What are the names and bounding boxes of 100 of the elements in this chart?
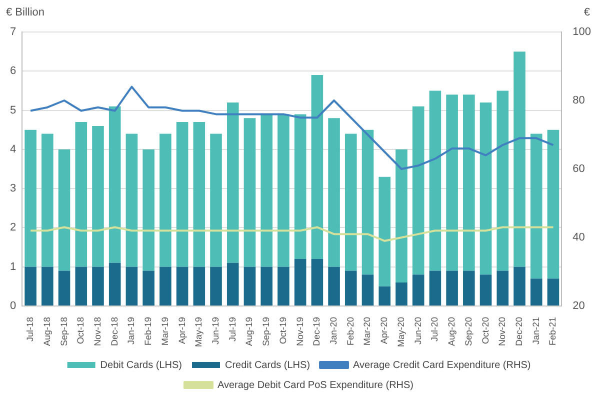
bar bbox=[108, 262, 121, 306]
y2-tick-label: 40 bbox=[572, 232, 585, 244]
y2-tick-label: 100 bbox=[572, 26, 592, 38]
y-tick-label: 7 bbox=[10, 26, 16, 38]
bar bbox=[226, 262, 239, 306]
x-tick-label: Feb-20 bbox=[345, 316, 356, 346]
bar bbox=[126, 134, 138, 267]
y2-tick-label: 80 bbox=[572, 94, 585, 107]
x-tick-label: Oct-20 bbox=[480, 316, 490, 344]
x-tick-label: Sep-19 bbox=[261, 316, 272, 346]
bar bbox=[160, 266, 172, 306]
bar bbox=[378, 286, 391, 306]
bar bbox=[463, 270, 475, 306]
bar bbox=[92, 266, 104, 306]
bar bbox=[446, 270, 458, 306]
bar bbox=[396, 149, 408, 283]
bar bbox=[42, 266, 54, 306]
bar bbox=[142, 270, 154, 306]
bar bbox=[126, 266, 138, 306]
x-tick-label: Jul-18 bbox=[25, 316, 36, 342]
bar bbox=[260, 266, 272, 306]
bar bbox=[260, 114, 272, 267]
bar bbox=[530, 134, 542, 279]
bar bbox=[429, 270, 442, 306]
bar bbox=[412, 274, 424, 306]
bar bbox=[24, 266, 36, 306]
x-tick-label: Apr-19 bbox=[176, 316, 187, 344]
x-tick-label: Jul-19 bbox=[227, 316, 238, 342]
bar bbox=[344, 134, 357, 271]
x-tick-label: Jul-20 bbox=[430, 316, 440, 342]
bar bbox=[142, 149, 154, 271]
legend-label: Average Credit Card Expenditure (RHS) bbox=[353, 360, 531, 371]
legend-label: Credit Cards (LHS) bbox=[225, 360, 310, 371]
x-tick-label: Oct-18 bbox=[76, 316, 86, 344]
bar bbox=[311, 75, 324, 260]
bar bbox=[344, 270, 357, 306]
bar bbox=[58, 149, 70, 271]
x-tick-label: Dec-18 bbox=[109, 316, 120, 346]
x-tick-label: Jun-20 bbox=[412, 316, 423, 345]
bar bbox=[446, 94, 458, 271]
bar bbox=[176, 266, 188, 306]
y-tick-label: 1 bbox=[10, 260, 16, 273]
bar bbox=[378, 176, 391, 286]
legend-label: Average Debit Card PoS Expenditure (RHS) bbox=[217, 380, 414, 391]
bar bbox=[75, 266, 88, 306]
x-tick-label: Mar-19 bbox=[160, 316, 170, 346]
bar bbox=[244, 118, 256, 267]
bar bbox=[547, 278, 560, 306]
x-tick-label: Aug-19 bbox=[244, 316, 254, 346]
y-tick-label: 6 bbox=[10, 65, 16, 78]
x-tick-label: Jan-21 bbox=[530, 316, 541, 345]
bar bbox=[294, 114, 306, 260]
bar bbox=[328, 266, 340, 306]
bar bbox=[210, 134, 222, 267]
x-tick-label: Nov-18 bbox=[92, 316, 102, 346]
bar bbox=[278, 114, 290, 267]
bar bbox=[176, 122, 188, 267]
bar bbox=[547, 130, 560, 279]
bar bbox=[514, 266, 526, 306]
y-tick-label: 2 bbox=[10, 222, 16, 234]
x-tick-label: Feb-21 bbox=[548, 316, 558, 346]
y-tick-label: 4 bbox=[10, 143, 16, 156]
bar bbox=[429, 90, 442, 271]
x-tick-label: Jan-19 bbox=[126, 316, 136, 345]
legend-label: Debit Cards (LHS) bbox=[100, 360, 182, 371]
bar bbox=[530, 278, 542, 306]
x-tick-label: Feb-19 bbox=[143, 316, 154, 346]
x-tick-label: Dec-20 bbox=[514, 316, 524, 346]
x-tick-label: Jun-19 bbox=[210, 316, 220, 345]
bar bbox=[278, 266, 290, 306]
bar bbox=[193, 122, 206, 267]
bar bbox=[92, 126, 104, 267]
x-tick-label: Aug-20 bbox=[446, 316, 457, 346]
bar bbox=[362, 130, 374, 275]
bar bbox=[480, 274, 492, 306]
bar bbox=[496, 90, 509, 271]
x-tick-label: Apr-20 bbox=[379, 316, 390, 344]
bar bbox=[108, 106, 121, 263]
bar bbox=[412, 106, 424, 275]
bar bbox=[480, 102, 492, 275]
x-tick-label: May-20 bbox=[396, 316, 406, 348]
x-tick-label: May-19 bbox=[194, 316, 204, 348]
y-tick-label: 0 bbox=[10, 300, 16, 312]
x-tick-label: Sep-18 bbox=[58, 316, 69, 346]
x-tick-label: Sep-20 bbox=[463, 316, 474, 346]
x-tick-label: Nov-20 bbox=[497, 316, 508, 346]
bar bbox=[58, 270, 70, 306]
bar bbox=[226, 102, 239, 263]
y-tick-label: 3 bbox=[10, 182, 16, 195]
bar bbox=[514, 52, 526, 267]
bar bbox=[193, 266, 206, 306]
bar bbox=[328, 118, 340, 267]
bar bbox=[24, 130, 36, 267]
bar bbox=[463, 94, 475, 271]
bar bbox=[42, 134, 54, 267]
bar bbox=[75, 122, 88, 267]
bar bbox=[160, 134, 172, 267]
y-axis-title: € Billion bbox=[6, 6, 45, 19]
y2-tick-label: 20 bbox=[572, 300, 585, 312]
y-tick-label: 5 bbox=[10, 104, 16, 116]
